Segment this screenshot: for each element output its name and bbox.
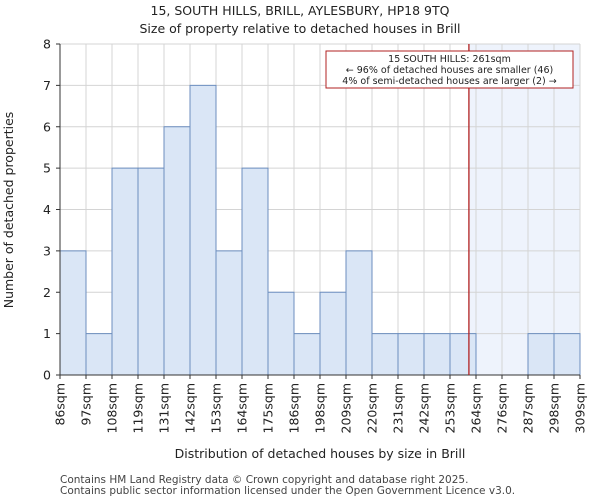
footer-line-2: Contains public sector information licen… (60, 485, 515, 497)
annotation-box (325, 50, 574, 89)
y-tick-label: 5 (43, 161, 51, 176)
bar (397, 333, 425, 376)
chart-subtitle: Size of property relative to detached ho… (139, 21, 460, 36)
x-tick-label: 153sqm (209, 383, 224, 433)
bar (267, 291, 295, 376)
x-tick-label: 175sqm (261, 383, 276, 433)
x-tick-label: 309sqm (573, 383, 588, 433)
footer-line-1: Contains HM Land Registry data © Crown c… (60, 474, 468, 486)
x-tick-label: 108sqm (105, 383, 120, 433)
x-tick-label: 220sqm (365, 383, 380, 433)
x-tick-label: 298sqm (547, 383, 562, 433)
bar (371, 333, 399, 376)
bar (553, 333, 581, 376)
bar (163, 126, 191, 376)
x-tick-label: 198sqm (313, 383, 328, 433)
x-tick-label: 119sqm (131, 383, 146, 433)
x-tick-label: 97sqm (79, 383, 94, 426)
bar (85, 333, 113, 376)
y-axis-label: Number of detached properties (1, 112, 16, 309)
x-tick-label: 131sqm (157, 383, 172, 433)
bar (137, 167, 165, 376)
y-tick-label: 4 (43, 202, 51, 217)
chart-title: 15, SOUTH HILLS, BRILL, AYLESBURY, HP18 … (151, 3, 450, 18)
y-tick-label: 3 (43, 243, 51, 258)
bar (59, 250, 87, 376)
bar (345, 250, 373, 376)
y-tick-label: 1 (43, 326, 51, 341)
x-tick-label: 231sqm (391, 383, 406, 433)
bar (293, 333, 321, 376)
bar (215, 250, 243, 376)
annotation-line-3: 4% of semi-detached houses are larger (2… (342, 76, 556, 87)
x-tick-label: 287sqm (521, 383, 536, 433)
y-tick-label: 7 (43, 78, 51, 93)
x-tick-label: 164sqm (235, 383, 250, 433)
bar (449, 333, 477, 376)
bar (319, 291, 347, 376)
x-axis-label: Distribution of detached houses by size … (175, 446, 466, 461)
y-tick-label: 0 (43, 368, 51, 383)
x-tick-label: 86sqm (53, 383, 68, 426)
x-tick-label: 276sqm (495, 383, 510, 433)
annotation-line-2: ← 96% of detached houses are smaller (46… (346, 65, 553, 76)
bar (111, 167, 139, 376)
annotation-line-1: 15 SOUTH HILLS: 261sqm (388, 54, 511, 65)
x-tick-label: 253sqm (443, 383, 458, 433)
bar (527, 333, 555, 376)
x-tick-label: 264sqm (469, 383, 484, 433)
y-tick-label: 6 (43, 119, 51, 134)
bar (241, 167, 269, 376)
bar (189, 84, 217, 376)
y-tick-label: 8 (43, 37, 51, 52)
y-tick-label: 2 (43, 285, 51, 300)
x-tick-label: 209sqm (339, 383, 354, 433)
bar (423, 333, 451, 376)
x-tick-label: 242sqm (417, 383, 432, 433)
x-tick-label: 186sqm (287, 383, 302, 433)
x-tick-label: 142sqm (183, 383, 198, 433)
